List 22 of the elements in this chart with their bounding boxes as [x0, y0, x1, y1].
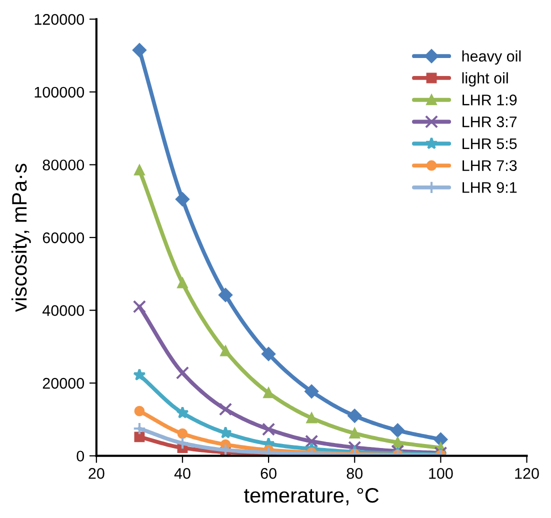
y-tick-label: 120000 — [34, 14, 84, 25]
y-axis-title: viscosity, mPa·s — [11, 164, 31, 312]
y-tick-label: 60000 — [42, 232, 84, 244]
y-tick-label: 80000 — [42, 160, 84, 170]
x-axis-title: temerature, °C — [244, 488, 379, 506]
legend-label: LHR 1:9 — [462, 94, 517, 106]
legend-label: light oil — [462, 72, 508, 87]
y-tick-label: 20000 — [42, 378, 84, 389]
x-tick-label: 20 — [88, 468, 104, 479]
legend-label: LHR 7:3 — [462, 160, 517, 172]
y-tick-label: 100000 — [34, 86, 84, 98]
legend-label: LHR 9:1 — [462, 182, 517, 193]
x-tick-label: 60 — [260, 468, 276, 479]
legend-label: LHR 5:5 — [462, 138, 517, 150]
x-tick-label: 100 — [429, 468, 453, 479]
legend-label: LHR 3:7 — [462, 116, 517, 128]
x-tick-label: 40 — [174, 468, 190, 479]
y-tick-label: 0 — [76, 450, 84, 462]
y-tick-label: 40000 — [42, 305, 84, 316]
legend-label: heavy oil — [462, 50, 521, 65]
x-tick-label: 80 — [346, 468, 363, 479]
x-tick-label: 120 — [515, 468, 539, 479]
